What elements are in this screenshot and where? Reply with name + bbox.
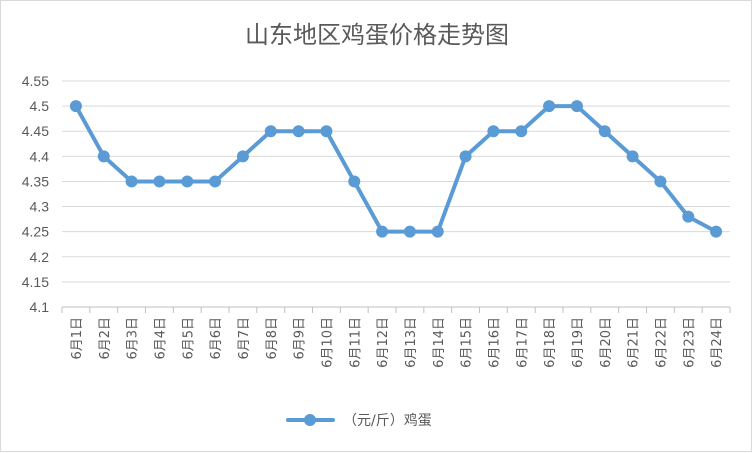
series-layer [69,100,723,238]
y-tick-label: 4.45 [22,123,49,139]
chart-title: 山东地区鸡蛋价格走势图 [245,21,509,49]
x-tick-label: 6月5日 [181,317,196,360]
x-tick-label: 6月20日 [599,317,614,368]
data-point [710,225,723,238]
y-tick-label: 4.1 [30,299,50,315]
x-tick-label: 6月24日 [710,317,725,368]
data-point [515,125,528,138]
y-tick-label: 4.5 [30,98,50,114]
data-point [348,175,361,188]
data-point [97,150,110,163]
data-point [153,175,166,188]
x-tick-label: 6月17日 [515,317,530,368]
x-tick-label: 6月7日 [237,317,252,360]
data-point [69,100,82,113]
y-tick-label: 4.35 [22,173,49,189]
y-tick-label: 4.4 [30,148,50,164]
x-tick-label: 6月9日 [293,317,308,360]
x-tick-label: 6月21日 [627,317,642,368]
legend-label: （元/斤）鸡蛋 [343,412,432,429]
grid-lines [62,80,730,308]
data-point [125,175,138,188]
x-tick-label: 6月14日 [432,317,447,368]
x-tick-label: 6月13日 [404,317,419,368]
x-tick-label: 6月3日 [126,317,141,360]
data-point [209,175,222,188]
x-axis-ticks: 6月1日 6月2日 6月3日 6月4日 6月5日 6月6日 6月7日 6月8日 6月9日 6月10… [61,307,731,368]
data-point [431,225,444,238]
series-line [73,104,719,234]
x-tick-label: 6月1日 [70,317,85,360]
x-tick-label: 6月6日 [209,317,224,360]
y-tick-label: 4.2 [30,249,50,265]
data-point [403,225,416,238]
x-tick-label: 6月8日 [265,317,280,360]
data-point [236,150,249,163]
x-tick-label: 6月12日 [376,317,391,368]
x-tick-label: 6月16日 [487,317,502,368]
data-point [682,210,695,223]
x-tick-label: 6月22日 [654,317,669,368]
y-tick-label: 4.25 [22,224,49,240]
y-axis-ticks: 4.1 4.15 4.2 4.25 4.3 4.35 4.4 4.45 4.5 4.55 [22,73,49,315]
x-tick-label: 6月2日 [98,317,113,360]
x-tick-label: 6月4日 [153,317,168,360]
data-point [570,100,583,113]
data-point [264,125,277,138]
y-tick-label: 4.55 [22,73,49,89]
data-point [181,175,194,188]
data-point [598,125,611,138]
data-point [654,175,667,188]
x-tick-label: 6月19日 [571,317,586,368]
x-tick-label: 6月10日 [320,317,335,368]
data-point [376,225,389,238]
y-tick-label: 4.3 [30,199,50,215]
x-tick-label: 6月18日 [543,317,558,368]
x-tick-label: 6月15日 [460,317,475,368]
data-point [487,125,500,138]
data-point [626,150,639,163]
legend: （元/斤）鸡蛋 [286,412,432,429]
data-point [320,125,333,138]
data-point [292,125,305,138]
x-tick-label: 6月11日 [348,317,363,368]
data-point [543,100,556,113]
y-tick-label: 4.15 [22,274,49,290]
legend-marker [304,414,316,426]
data-point [459,150,472,163]
x-tick-label: 6月23日 [682,317,697,368]
